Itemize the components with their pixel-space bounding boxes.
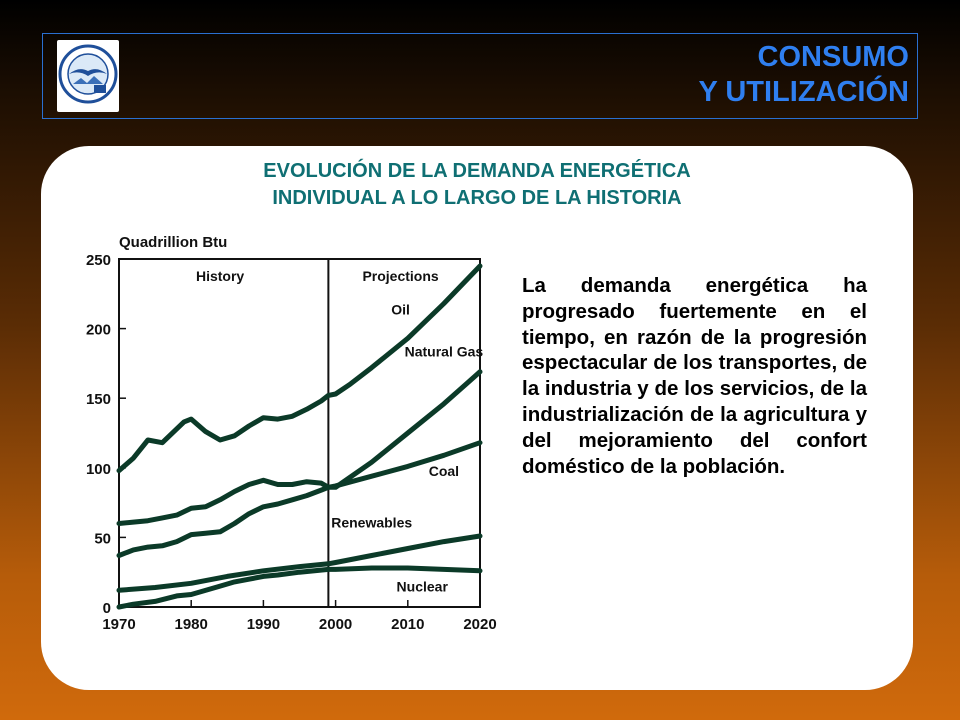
series-label-renewables: Renewables: [331, 515, 412, 531]
energy-demand-chart: Quadrillion Btu 0 50 100 150 200 250 1970 1980…: [74, 224, 504, 664]
slide-title-line2: INDIVIDUAL A LO LARGO DE LA HISTORIA: [272, 187, 682, 209]
x-tick-label: 1980: [175, 616, 208, 633]
series-line-renewables: [116, 533, 483, 593]
x-tick-label: 2010: [391, 616, 424, 633]
header-box: CONSUMO Y UTILIZACIÓN: [42, 33, 918, 119]
body-text: La demanda energética ha progresado fuer…: [522, 274, 867, 478]
header-title-line2: Y UTILIZACIÓN: [698, 76, 909, 108]
slide-title: EVOLUCIÓN DE LA DEMANDA ENERGÉTICA INDIV…: [41, 158, 913, 212]
series-line-natural-gas: [116, 369, 483, 558]
university-logo: [57, 40, 119, 112]
y-tick-label: 100: [86, 461, 111, 478]
region-label-history: History: [196, 268, 244, 284]
region-label-projections: Projections: [362, 268, 438, 284]
university-seal-icon: [58, 44, 118, 104]
chart-region-labels: History Projections: [196, 268, 439, 284]
y-tick-label: 250: [86, 252, 111, 269]
x-tick-label: 1970: [102, 616, 135, 633]
series-line-nuclear: [116, 565, 483, 610]
series-label-coal: Coal: [429, 463, 459, 479]
content-panel: EVOLUCIÓN DE LA DEMANDA ENERGÉTICA INDIV…: [41, 146, 913, 690]
chart-series-labels: Oil Natural Gas Coal Renewables Nuclear: [331, 302, 483, 595]
header-title: CONSUMO Y UTILIZACIÓN: [698, 40, 909, 110]
x-tick-label: 2020: [463, 616, 496, 633]
series-label-oil: Oil: [391, 302, 410, 318]
series-label-nuclear: Nuclear: [397, 579, 449, 595]
y-tick-label: 150: [86, 391, 111, 408]
chart-x-ticks: 1970 1980 1990 2000 2010 2020: [102, 600, 497, 633]
series-line-oil: [116, 263, 483, 474]
chart-svg: Quadrillion Btu 0 50 100 150 200 250 1970 1980…: [86, 234, 497, 633]
y-tick-label: 200: [86, 322, 111, 339]
slide-title-line1: EVOLUCIÓN DE LA DEMANDA ENERGÉTICA: [263, 160, 691, 182]
series-label-natural-gas: Natural Gas: [405, 343, 484, 359]
y-tick-label: 0: [103, 600, 111, 617]
chart-series-group: [116, 263, 483, 610]
chart-ylabel: Quadrillion Btu: [119, 234, 227, 251]
x-tick-label: 1990: [247, 616, 280, 633]
x-tick-label: 2000: [319, 616, 352, 633]
chart-plot-frame: [118, 258, 481, 608]
y-tick-label: 50: [94, 530, 111, 547]
header-title-line1: CONSUMO: [757, 41, 909, 73]
series-line-coal: [116, 440, 483, 526]
